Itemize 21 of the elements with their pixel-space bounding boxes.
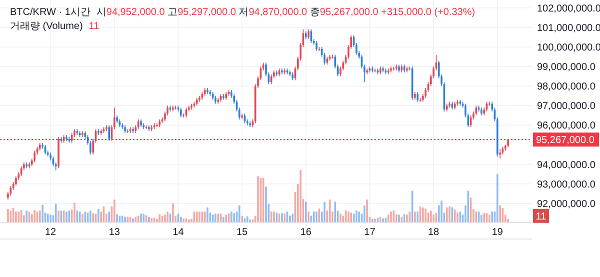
ytick: 94,000,000.0 xyxy=(537,160,596,171)
xtick: 18 xyxy=(428,227,440,238)
ytick: 97,000,000.0 xyxy=(537,101,596,112)
xtick: 12 xyxy=(45,227,56,238)
value-label: 11 xyxy=(536,211,546,222)
xtick: 19 xyxy=(492,227,503,238)
ytick: 98,000,000.0 xyxy=(537,82,596,93)
ytick: 96,000,000.0 xyxy=(537,120,596,132)
title: 거래량 (Volume) xyxy=(10,21,83,32)
subtitle: 시94,952,000.0 고95,297,000.0 저94,870,000.0 종95,267,000.0 +315,000.0 (+0.33%) xyxy=(96,7,476,18)
title: BTC/KRW · 1시간 xyxy=(10,7,90,18)
ytick: 92,000,000.0 xyxy=(537,198,596,210)
xtick: 17 xyxy=(364,227,376,238)
ytick: 93,000,000.0 xyxy=(537,179,596,190)
xtick: 15 xyxy=(236,227,248,238)
xtick: 13 xyxy=(108,227,120,238)
price-label: 95,267,000.0 xyxy=(536,135,594,146)
ytick: 99,000,000.0 xyxy=(537,62,596,74)
xtick: 14 xyxy=(172,227,184,238)
subtitle: 11 xyxy=(88,21,100,32)
xtick: 16 xyxy=(300,227,312,238)
